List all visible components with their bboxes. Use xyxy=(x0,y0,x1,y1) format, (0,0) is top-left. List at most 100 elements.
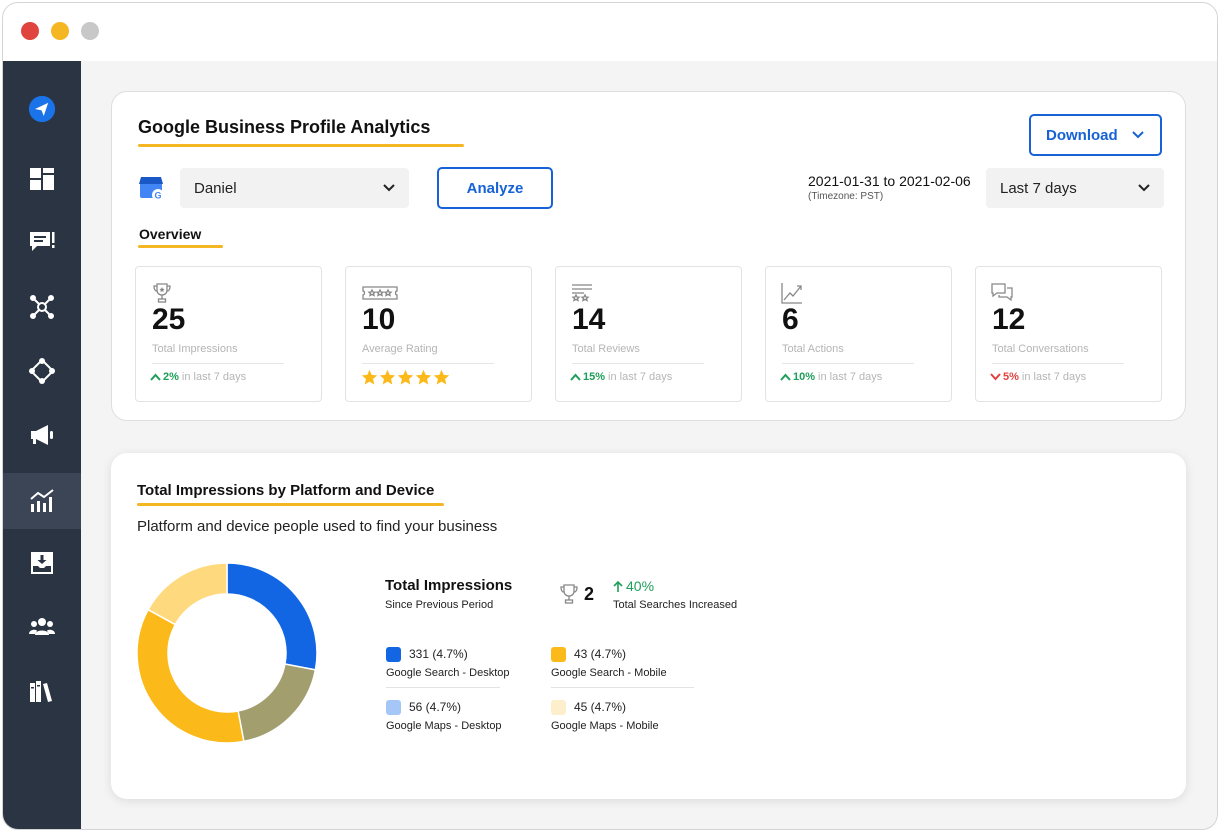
trend-percent: 10% xyxy=(793,371,816,383)
donut-slice-0 xyxy=(226,562,318,671)
google-business-icon: G xyxy=(139,177,164,201)
megaphone-icon xyxy=(31,425,53,445)
trend-percent: 15% xyxy=(583,371,606,383)
stat-trend: 15% in last 7 days xyxy=(570,371,672,383)
timezone-note: (Timezone: PST) xyxy=(808,191,884,202)
dashboard-grid-icon xyxy=(30,168,54,190)
download-button[interactable]: Download xyxy=(1029,114,1162,156)
rating-stars-icon xyxy=(362,286,398,300)
impressions-subtitle: Platform and device people used to find … xyxy=(137,518,498,535)
legend-swatch xyxy=(386,647,401,662)
analytics-chart-icon xyxy=(30,489,54,512)
impressions-title: Total Impressions by Platform and Device xyxy=(137,482,435,499)
stat-divider xyxy=(572,363,704,364)
legend-name: Google Maps - Mobile xyxy=(551,720,659,732)
sidebar-item-integrations[interactable] xyxy=(3,343,81,399)
stat-card-reviews: 14 Total Reviews 15% in last 7 days xyxy=(555,266,742,402)
stat-card-actions: 6 Total Actions 10% in last 7 days xyxy=(765,266,952,402)
review-chat-icon xyxy=(30,232,55,251)
chevron-down-icon xyxy=(1132,131,1144,139)
legend-divider xyxy=(386,687,500,688)
trend-text: in last 7 days xyxy=(818,371,883,383)
trophy-icon xyxy=(560,584,578,604)
stat-trend: 5% in last 7 days xyxy=(990,371,1086,383)
sidebar-item-users[interactable] xyxy=(3,599,81,655)
paper-plane-icon xyxy=(28,95,56,123)
legend-divider xyxy=(551,687,694,688)
close-window-button[interactable] xyxy=(21,22,39,40)
line-chart-icon xyxy=(781,283,802,304)
star-icon xyxy=(379,369,396,385)
analyze-label: Analyze xyxy=(466,179,524,197)
legend-name: Google Search - Mobile xyxy=(551,667,667,679)
library-books-icon xyxy=(30,681,52,702)
stat-card-rating: 10 Average Rating xyxy=(345,266,532,402)
stat-label: Total Impressions xyxy=(152,343,238,355)
trend-text: in last 7 days xyxy=(608,371,673,383)
stat-label: Total Actions xyxy=(782,343,844,355)
increase-label: Total Searches Increased xyxy=(613,599,738,611)
increase-percent: 40% xyxy=(626,578,655,594)
sidebar-item-inbox[interactable] xyxy=(3,535,81,591)
donut-slice-1 xyxy=(237,663,317,743)
legend-swatch xyxy=(551,647,566,662)
legend-swatch xyxy=(551,700,566,715)
legend-value: 56 (4.7%) xyxy=(409,700,462,714)
date-range: 2021-01-31 to 2021-02-06 xyxy=(808,173,971,189)
stat-divider xyxy=(782,363,914,364)
stat-label: Total Reviews xyxy=(572,343,640,355)
svg-text:G: G xyxy=(154,191,161,201)
stat-divider xyxy=(152,363,284,364)
star-icon xyxy=(361,369,378,385)
trophy-icon xyxy=(153,283,171,303)
analyze-button[interactable]: Analyze xyxy=(437,167,553,209)
stat-label: Average Rating xyxy=(362,343,438,355)
users-group-icon xyxy=(29,618,55,635)
impressions-underline xyxy=(137,503,444,506)
stat-label: Total Conversations xyxy=(992,343,1089,355)
network-hub-icon xyxy=(30,295,54,319)
increase-indicator: 40% xyxy=(612,578,654,594)
conversations-icon xyxy=(991,283,1013,302)
trend-up-icon xyxy=(150,373,161,381)
period-select-value: Last 7 days xyxy=(1000,179,1077,197)
stat-card-impressions: 25 Total Impressions 2% in last 7 days xyxy=(135,266,322,402)
trend-up-icon xyxy=(570,373,581,381)
summary-subtitle: Since Previous Period xyxy=(385,599,494,611)
chevron-down-icon xyxy=(383,184,395,192)
sidebar-item-library[interactable] xyxy=(3,663,81,719)
sidebar xyxy=(3,61,81,829)
stat-value: 6 xyxy=(782,303,799,336)
location-select[interactable]: Daniel xyxy=(180,168,409,208)
title-bar xyxy=(3,3,1217,61)
reviews-icon xyxy=(571,284,592,302)
trend-text: in last 7 days xyxy=(1021,371,1087,383)
location-select-value: Daniel xyxy=(194,179,237,197)
sidebar-item-network[interactable] xyxy=(3,279,81,335)
overview-title: Overview xyxy=(139,226,202,242)
trend-text: in last 7 days xyxy=(181,371,247,383)
maximize-window-button[interactable] xyxy=(81,22,99,40)
sidebar-item-dashboard[interactable] xyxy=(3,151,81,207)
sidebar-item-campaigns[interactable] xyxy=(3,407,81,463)
period-select[interactable]: Last 7 days xyxy=(986,168,1164,208)
legend-value: 331 (4.7%) xyxy=(409,647,468,661)
trend-percent: 2% xyxy=(163,371,179,383)
stat-value: 14 xyxy=(572,303,606,336)
analytics-card: Google Business Profile Analytics Downlo… xyxy=(111,91,1186,421)
sidebar-item-send[interactable] xyxy=(3,81,81,137)
minimize-window-button[interactable] xyxy=(51,22,69,40)
star-rating xyxy=(361,369,451,386)
download-label: Download xyxy=(1046,126,1118,144)
impressions-card: Total Impressions by Platform and Device… xyxy=(111,453,1186,799)
legend-value: 45 (4.7%) xyxy=(574,700,627,714)
sidebar-item-analytics[interactable] xyxy=(3,473,81,529)
legend-swatch xyxy=(386,700,401,715)
title-underline xyxy=(138,144,464,147)
sidebar-item-reviews[interactable] xyxy=(3,214,81,270)
stat-value: 10 xyxy=(362,303,396,336)
chevron-down-icon xyxy=(1138,184,1150,192)
legend-name: Google Maps - Desktop xyxy=(386,720,502,732)
stat-value: 12 xyxy=(992,303,1026,336)
star-icon xyxy=(415,369,432,385)
